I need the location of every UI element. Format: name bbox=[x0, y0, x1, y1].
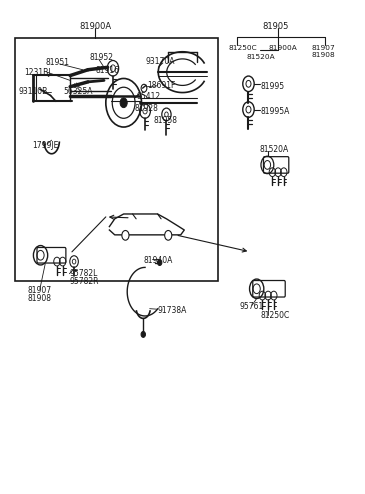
Text: 81928: 81928 bbox=[134, 104, 158, 113]
Text: 81958: 81958 bbox=[154, 116, 178, 125]
Circle shape bbox=[158, 260, 162, 265]
Text: 81907: 81907 bbox=[27, 286, 51, 295]
Circle shape bbox=[141, 331, 145, 337]
Text: 81905: 81905 bbox=[262, 22, 288, 31]
Text: 93170A: 93170A bbox=[145, 57, 174, 66]
Text: 56325A: 56325A bbox=[63, 87, 92, 96]
FancyBboxPatch shape bbox=[264, 157, 289, 173]
Text: 81900A: 81900A bbox=[268, 45, 297, 51]
Text: 81900A: 81900A bbox=[79, 22, 111, 31]
Text: 81250C: 81250C bbox=[261, 311, 290, 321]
Circle shape bbox=[120, 98, 127, 108]
Text: 95782R: 95782R bbox=[69, 278, 99, 287]
Text: 81952: 81952 bbox=[90, 53, 114, 62]
Text: 81250C: 81250C bbox=[229, 45, 257, 51]
Text: 81995: 81995 bbox=[260, 82, 284, 91]
Text: 81940A: 81940A bbox=[143, 256, 173, 265]
Text: 81908: 81908 bbox=[27, 294, 51, 303]
Text: 18691F: 18691F bbox=[147, 81, 175, 90]
Text: 1799JE: 1799JE bbox=[33, 140, 59, 150]
FancyBboxPatch shape bbox=[37, 247, 66, 263]
Text: 93110B: 93110B bbox=[19, 87, 48, 96]
Bar bbox=[15, 38, 218, 281]
Text: 81916: 81916 bbox=[95, 66, 119, 75]
Text: 95412: 95412 bbox=[136, 92, 160, 101]
Text: 81995A: 81995A bbox=[260, 108, 290, 117]
Text: 95782L: 95782L bbox=[69, 269, 98, 278]
Text: 81520A: 81520A bbox=[247, 54, 275, 60]
Text: 1231BJ: 1231BJ bbox=[24, 68, 50, 77]
Circle shape bbox=[165, 231, 172, 240]
Text: 81951: 81951 bbox=[45, 58, 69, 67]
Circle shape bbox=[122, 231, 129, 240]
Text: 95761: 95761 bbox=[239, 302, 264, 311]
Text: 81907: 81907 bbox=[312, 45, 335, 51]
Text: 81908: 81908 bbox=[312, 52, 335, 58]
Text: 91738A: 91738A bbox=[158, 306, 187, 315]
FancyBboxPatch shape bbox=[253, 281, 285, 297]
Text: 81520A: 81520A bbox=[259, 145, 288, 154]
